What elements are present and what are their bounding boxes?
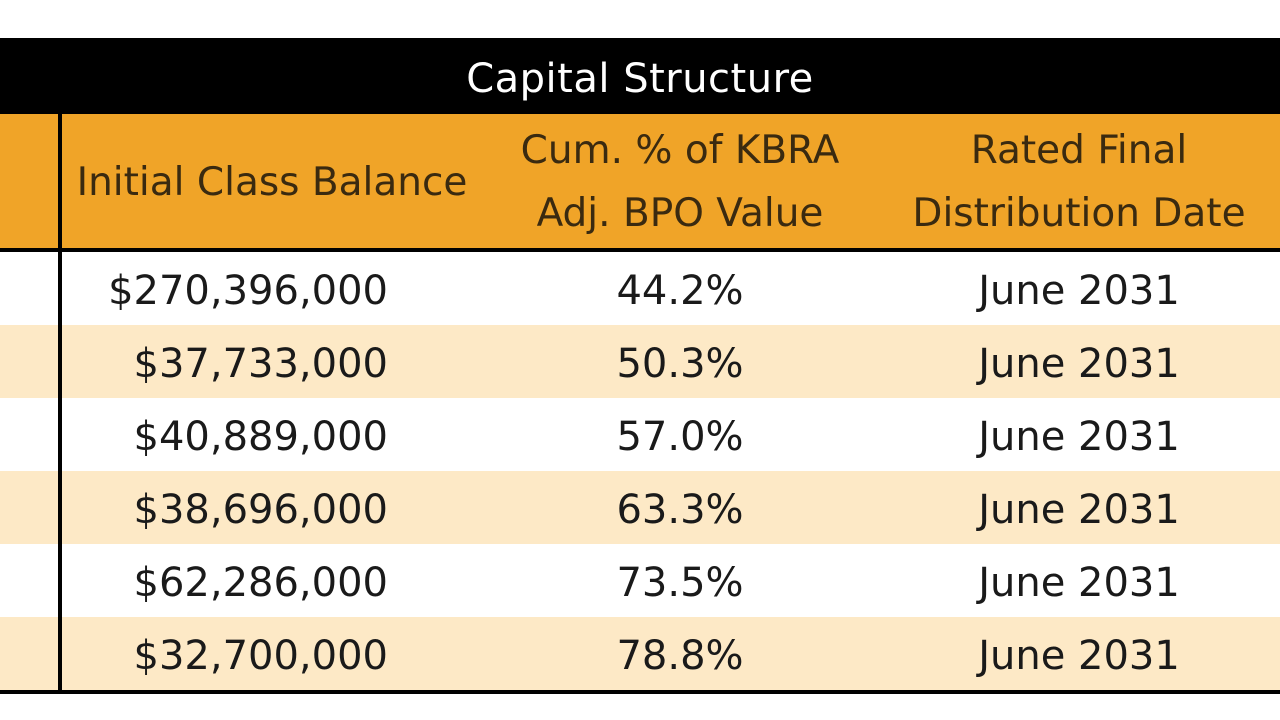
cell-final-date: June 2031 [978, 414, 1180, 460]
table-bottom-border [0, 690, 1280, 694]
header-cum-pct-kbra-text: Cum. % of KBRA Adj. BPO Value [521, 119, 840, 245]
cell-cum-pct: 57.0% [616, 414, 744, 460]
cell-final-date: June 2031 [978, 268, 1180, 314]
table-row: $62,286,000 73.5% June 2031 [0, 544, 1280, 617]
cell-initial-class-balance: $270,396,000 [108, 268, 388, 314]
header-divider [0, 248, 1280, 252]
table-row: $270,396,000 44.2% June 2031 [0, 252, 1280, 325]
cell-final-date: June 2031 [978, 633, 1180, 679]
header-cum-line-2: Adj. BPO Value [536, 191, 824, 236]
cell-cum-pct: 50.3% [616, 341, 744, 387]
table-row: $32,700,000 78.8% June 2031 [0, 617, 1280, 690]
cell-initial-class-balance: $62,286,000 [133, 560, 388, 606]
cell-initial-class-balance: $40,889,000 [133, 414, 388, 460]
header-cum-line-1: Cum. % of KBRA [520, 128, 840, 173]
table-row: $37,733,000 50.3% June 2031 [0, 325, 1280, 398]
header-cum-pct-kbra: Cum. % of KBRA Adj. BPO Value [482, 114, 878, 250]
cell-cum-pct: 78.8% [616, 633, 744, 679]
header-rated-final-date: Rated Final Distribution Date [878, 114, 1280, 250]
header-date-line-1: Rated Final [970, 128, 1188, 173]
cell-initial-class-balance: $38,696,000 [133, 487, 388, 533]
header-initial-class-balance: Initial Class Balance [62, 114, 482, 250]
cell-final-date: June 2031 [978, 560, 1180, 606]
column-divider [58, 114, 62, 692]
header-initial-class-balance-text: Initial Class Balance [76, 159, 468, 205]
cell-initial-class-balance: $37,733,000 [133, 341, 388, 387]
cell-final-date: June 2031 [978, 487, 1180, 533]
cell-cum-pct: 44.2% [616, 268, 744, 314]
table-row: $38,696,000 63.3% June 2031 [0, 471, 1280, 544]
table-title: Capital Structure [0, 38, 1280, 114]
table-row: $40,889,000 57.0% June 2031 [0, 398, 1280, 471]
cell-final-date: June 2031 [978, 341, 1180, 387]
cell-cum-pct: 73.5% [616, 560, 744, 606]
cell-initial-class-balance: $32,700,000 [133, 633, 388, 679]
cell-cum-pct: 63.3% [616, 487, 744, 533]
header-date-line-2: Distribution Date [912, 191, 1246, 236]
header-rated-final-date-text: Rated Final Distribution Date [912, 119, 1245, 245]
capital-structure-table: Initial Class Balance Cum. % of KBRA Adj… [0, 114, 1280, 696]
header-lead-cell [0, 114, 60, 250]
table-body: $270,396,000 44.2% June 2031 $37,733,000… [0, 252, 1280, 690]
table-header-row: Initial Class Balance Cum. % of KBRA Adj… [0, 114, 1280, 250]
